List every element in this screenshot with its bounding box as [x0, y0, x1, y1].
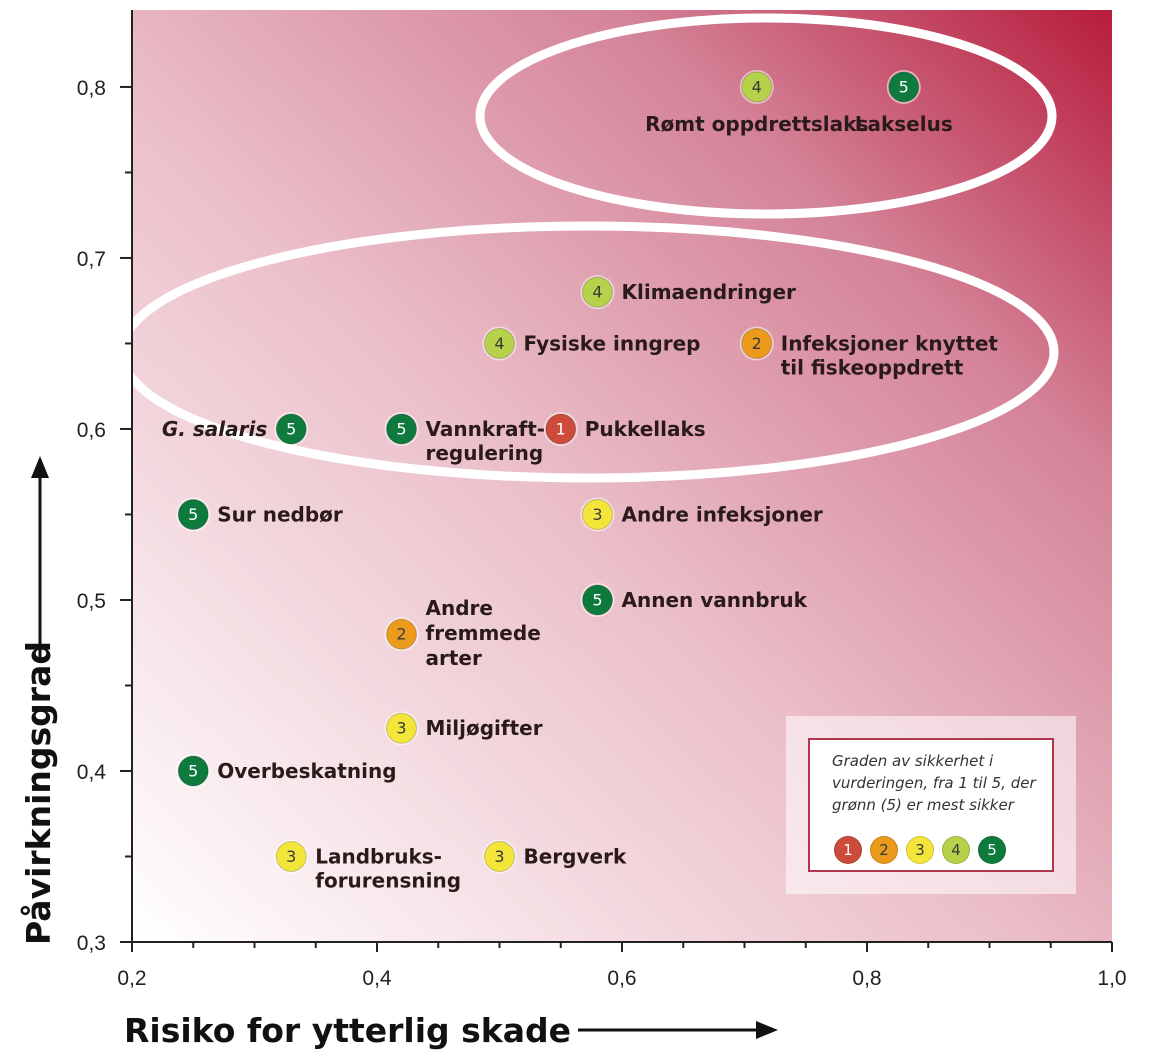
legend-dot: 5	[978, 836, 1006, 864]
point-certainty: 3	[286, 847, 296, 866]
data-point: 4 Klimaendringer	[580, 275, 797, 310]
x-tick-label: 1,0	[1097, 967, 1126, 990]
point-label: Andre	[426, 596, 493, 620]
x-tick-label: 0,4	[362, 967, 392, 990]
point-certainty: 5	[899, 77, 909, 96]
x-tick-label: 0,2	[117, 967, 146, 990]
point-certainty: 2	[396, 625, 406, 644]
data-point: 5 Annen vannbruk	[580, 582, 808, 617]
point-label: fremmede	[426, 621, 541, 645]
point-label: Miljøgifter	[426, 716, 543, 740]
point-certainty: 3	[494, 847, 504, 866]
point-certainty: 4	[752, 77, 762, 96]
point-label: Landbruks-	[315, 844, 442, 868]
point-certainty: 1	[556, 419, 566, 438]
point-marker	[582, 276, 613, 308]
point-marker	[386, 712, 417, 744]
point-label: til fiskeoppdrett	[781, 355, 964, 379]
legend-dot: 2	[870, 836, 898, 864]
data-point: 1 Pukkellaks	[543, 411, 706, 446]
point-label: Infeksjoner knyttet	[781, 331, 999, 355]
point-label: Lakselus	[855, 112, 953, 136]
highlight-ellipse-top	[475, 13, 1057, 219]
point-marker	[545, 413, 577, 445]
data-point: 5 Overbeskatning	[176, 753, 397, 788]
point-label: Sur nedbør	[217, 502, 343, 526]
data-point: 3 Landbruks-forurensning	[274, 839, 461, 892]
point-label: G. salaris	[162, 417, 267, 441]
x-tick-label: 0,8	[852, 967, 881, 990]
point-marker	[741, 327, 773, 359]
point-marker	[177, 498, 209, 530]
x-axis-arrowhead	[756, 1021, 778, 1039]
data-point: 5 Vannkraft-regulering	[384, 411, 546, 465]
legend-dot: 1	[834, 836, 862, 864]
legend-dot: 4	[942, 836, 970, 864]
point-marker	[582, 584, 613, 616]
point-marker	[275, 840, 307, 872]
point-certainty: 5	[592, 590, 602, 609]
y-tick-label: 0,6	[77, 419, 106, 442]
point-marker	[386, 413, 417, 445]
point-label: Overbeskatning	[217, 759, 396, 783]
point-marker	[484, 840, 515, 872]
point-label: Rømt oppdrettslaks	[645, 112, 868, 136]
point-marker	[484, 327, 515, 359]
y-tick-label: 0,4	[77, 761, 107, 784]
point-marker	[386, 618, 417, 650]
point-certainty: 4	[494, 334, 504, 353]
point-label: Bergverk	[524, 844, 627, 868]
point-marker	[275, 413, 307, 445]
data-point: 4 Fysiske inngrep	[482, 326, 701, 361]
data-point: 3 Miljøgifter	[384, 711, 543, 746]
axes: 0,2 0,4 0,6 0,8 1,0 0,3 0,4 0,5 0,6 0,7 0,8	[77, 10, 1127, 990]
point-label: Annen vannbruk	[622, 588, 808, 612]
point-certainty: 5	[188, 505, 198, 524]
data-point: 5 G. salaris	[162, 411, 309, 446]
highlight-ellipse-middle	[117, 221, 1059, 483]
y-tick-label: 0,8	[77, 77, 106, 100]
point-certainty: 2	[752, 334, 762, 353]
point-marker	[177, 755, 209, 787]
point-marker	[888, 71, 920, 103]
x-tick-label: 0,6	[607, 967, 636, 990]
point-label: Pukkellaks	[585, 417, 706, 441]
y-axis-title: Påvirkningsgrad	[19, 641, 58, 945]
point-label: Vannkraft-	[426, 417, 546, 441]
legend-dot: 3	[906, 836, 934, 864]
data-point: 5 Lakselus	[855, 69, 953, 136]
x-axis-title: Risiko for ytterlig skade	[124, 1011, 571, 1050]
data-point: 5 Sur nedbør	[176, 497, 343, 532]
point-marker	[741, 71, 773, 103]
point-certainty: 3	[592, 505, 602, 524]
y-tick-label: 0,7	[77, 248, 106, 271]
y-tick-label: 0,5	[77, 590, 106, 613]
y-tick-label: 0,3	[77, 932, 106, 955]
point-label: forurensning	[315, 868, 461, 892]
data-point: 3 Andre infeksjoner	[580, 497, 823, 532]
data-point: 3 Bergverk	[482, 839, 627, 874]
point-label: Klimaendringer	[622, 280, 797, 304]
legend-text: Graden av sikkerhet i vurderingen, fra 1…	[832, 752, 1036, 814]
point-certainty: 5	[286, 419, 296, 438]
y-axis-arrowhead	[31, 456, 49, 478]
data-points: 4 Rømt oppdrettslaks 5 Lakselus 4 Klimaendrin…	[162, 69, 999, 892]
point-label: arter	[426, 646, 482, 670]
point-certainty: 4	[592, 283, 602, 302]
point-marker	[582, 498, 613, 530]
point-certainty: 3	[396, 719, 406, 738]
point-certainty: 5	[396, 419, 406, 438]
point-label: Fysiske inngrep	[524, 331, 701, 355]
point-label: regulering	[426, 441, 544, 465]
point-label: Andre infeksjoner	[622, 502, 823, 526]
data-point: 4 Rømt oppdrettslaks	[645, 69, 868, 136]
legend: Graden av sikkerhet i vurderingen, fra 1…	[808, 738, 1054, 872]
point-certainty: 5	[188, 761, 198, 780]
